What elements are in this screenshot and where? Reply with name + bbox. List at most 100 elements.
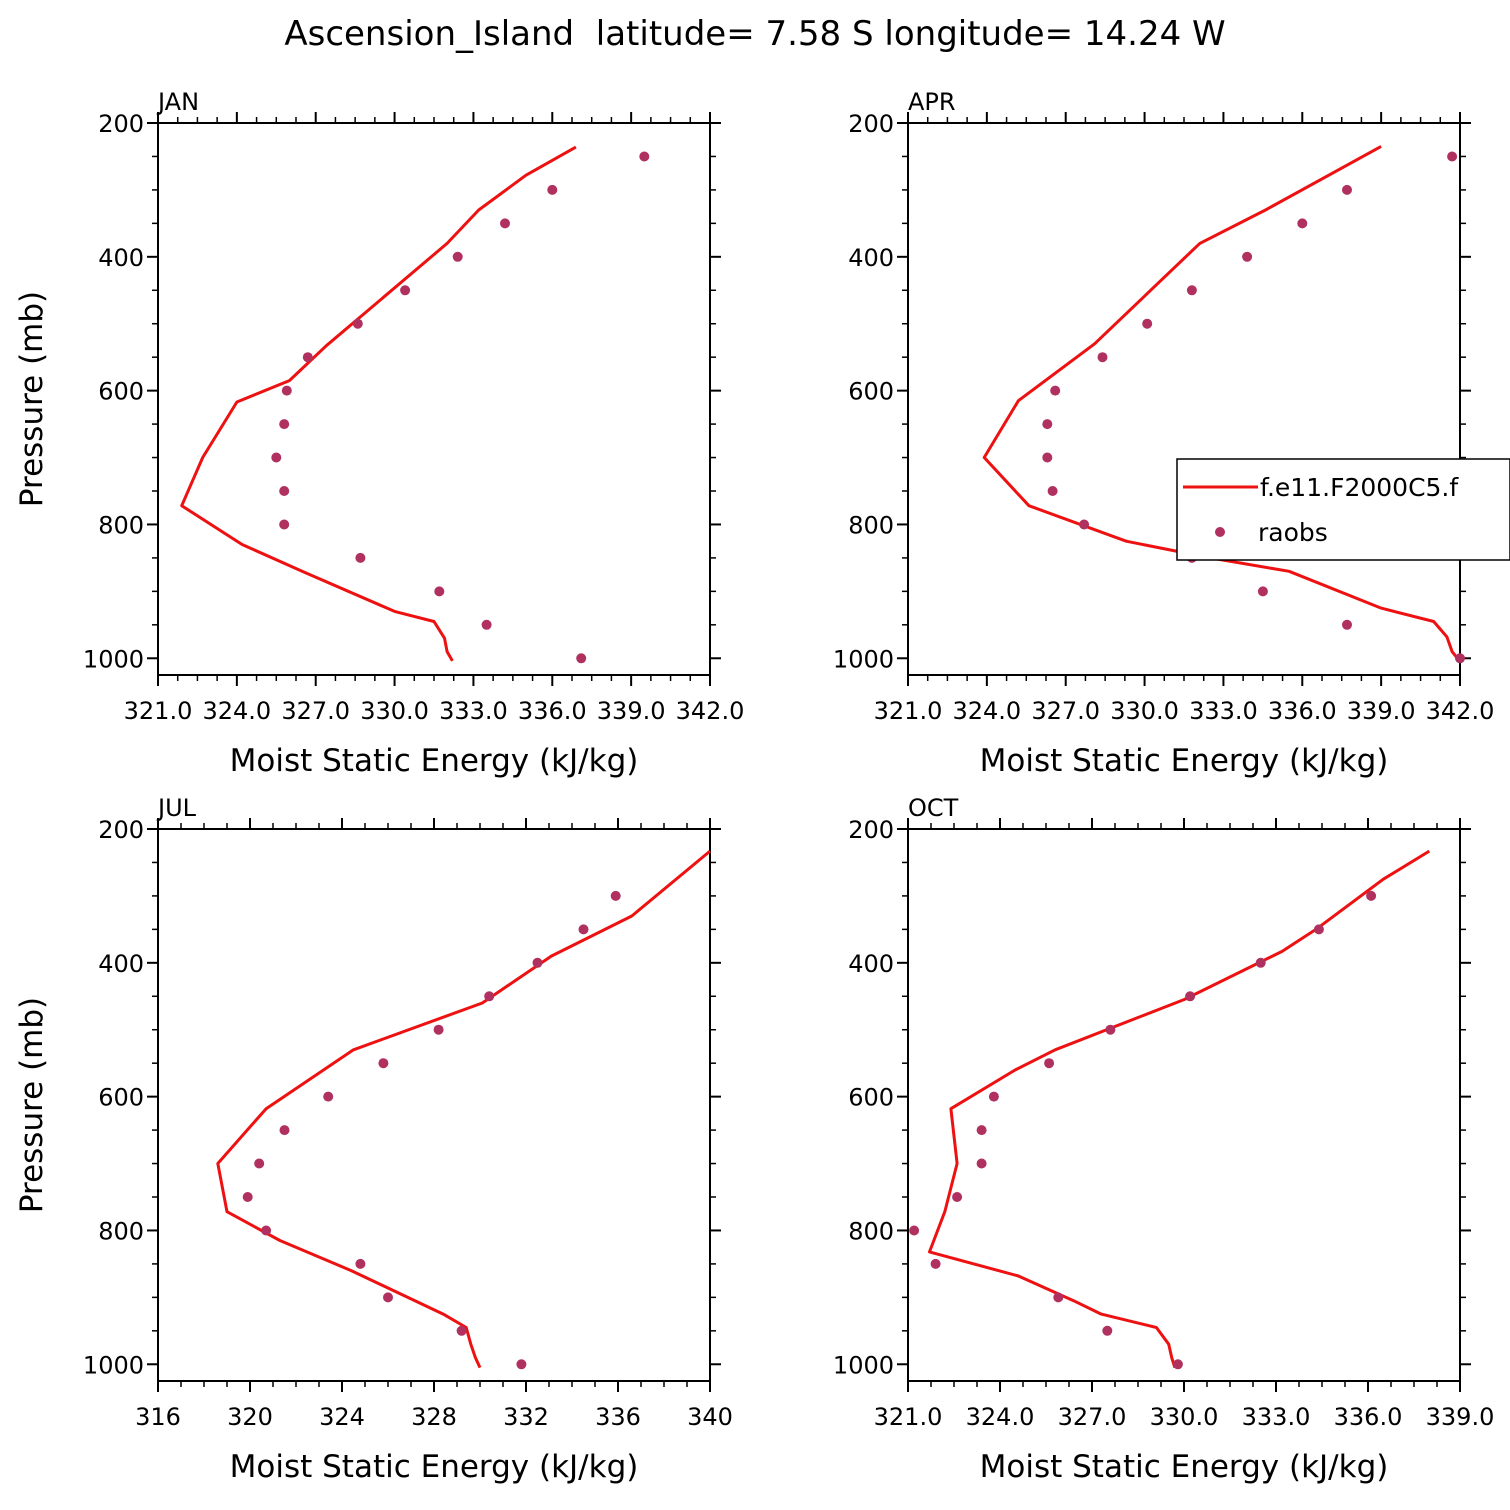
- obs-point: [1297, 218, 1308, 229]
- obs-point: [1313, 924, 1324, 935]
- x-tick-label: 320: [227, 1403, 273, 1431]
- y-tick-label: 200: [848, 110, 894, 138]
- figure-title: Ascension_Island latitude= 7.58 S longit…: [284, 14, 1225, 54]
- obs-point: [976, 1158, 987, 1169]
- obs-point: [378, 1058, 389, 1069]
- obs-point: [433, 1024, 444, 1035]
- obs-point: [547, 184, 558, 195]
- obs-point: [988, 1091, 999, 1102]
- plot-frame: [907, 122, 1461, 676]
- panel-title: APR: [908, 88, 956, 116]
- obs-point: [400, 285, 411, 296]
- x-tick-label: 324.0: [202, 697, 271, 725]
- y-tick-label: 200: [98, 816, 144, 844]
- y-tick-label: 400: [848, 950, 894, 978]
- obs-point: [1342, 619, 1352, 630]
- obs-point: [1342, 184, 1352, 195]
- plot-frame: [907, 828, 1461, 1382]
- y-tick-label: 800: [848, 511, 894, 539]
- series-line-model: [180, 145, 577, 662]
- obs-point: [1053, 1292, 1064, 1303]
- x-tick-label: 327.0: [1031, 697, 1100, 725]
- y-tick-label: 1000: [83, 645, 144, 673]
- obs-point: [1042, 419, 1053, 430]
- x-tick-label: 336: [595, 1403, 641, 1431]
- y-axis-label: Pressure (mb): [14, 291, 50, 507]
- x-tick-label: 327.0: [1058, 1403, 1127, 1431]
- obs-point: [456, 1325, 467, 1336]
- x-axis-label: Moist Static Energy (kJ/kg): [230, 743, 639, 779]
- obs-point: [1105, 1024, 1116, 1035]
- obs-point: [1366, 890, 1377, 901]
- obs-point: [1447, 151, 1458, 162]
- obs-point: [1185, 991, 1196, 1002]
- panel-title: OCT: [908, 794, 959, 822]
- obs-point: [254, 1158, 265, 1169]
- x-tick-label: 330.0: [360, 697, 429, 725]
- series-line-model: [216, 849, 711, 1369]
- x-axis-label: Moist Static Energy (kJ/kg): [980, 743, 1389, 779]
- obs-point: [930, 1258, 941, 1269]
- panel-title: JAN: [156, 88, 199, 116]
- x-tick-label: 321.0: [874, 697, 943, 725]
- obs-point: [578, 924, 589, 935]
- obs-point: [516, 1359, 527, 1370]
- obs-point: [1042, 452, 1053, 463]
- y-tick-label: 400: [848, 244, 894, 272]
- obs-point: [1142, 318, 1153, 329]
- obs-point: [355, 552, 366, 563]
- y-tick-label: 600: [98, 378, 144, 406]
- y-tick-label: 600: [848, 1084, 894, 1112]
- obs-point: [1079, 519, 1090, 530]
- x-tick-label: 339.0: [1426, 1403, 1495, 1431]
- obs-point: [355, 1258, 366, 1269]
- panel-oct: 321.0 324.0 327.0 330.0 333.0 336.0 339.0 200 40…: [833, 794, 1494, 1485]
- x-tick-label: 332: [503, 1403, 549, 1431]
- y-tick-label: 1000: [833, 645, 894, 673]
- obs-point: [242, 1192, 253, 1202]
- x-tick-label: 316: [135, 1403, 181, 1431]
- y-tick-label: 400: [98, 950, 144, 978]
- x-tick-label: 330.0: [1110, 697, 1179, 725]
- obs-point: [1242, 251, 1253, 262]
- x-tick-label: 336.0: [1268, 697, 1337, 725]
- obs-point: [271, 452, 282, 463]
- obs-point: [352, 318, 363, 329]
- x-tick-label: 328: [411, 1403, 457, 1431]
- obs-point: [279, 519, 290, 530]
- obs-point: [976, 1125, 987, 1136]
- obs-point: [610, 890, 621, 901]
- obs-point: [484, 991, 495, 1002]
- y-tick-label: 400: [98, 244, 144, 272]
- x-tick-label: 333.0: [439, 697, 508, 725]
- obs-point: [576, 653, 587, 664]
- legend: f.e11.F2000C5.f raobs: [1176, 458, 1510, 561]
- y-tick-label: 800: [848, 1217, 894, 1245]
- obs-point: [452, 251, 463, 262]
- obs-point: [261, 1225, 272, 1236]
- x-axis-label: Moist Static Energy (kJ/kg): [980, 1449, 1389, 1485]
- y-tick-label: 800: [98, 511, 144, 539]
- panel-jul: 316 320 324 328 332 336 340 200 400 600 800 1000 JUL…: [14, 794, 733, 1485]
- x-tick-label: 339.0: [597, 697, 666, 725]
- y-tick-label: 200: [98, 110, 144, 138]
- obs-point: [323, 1091, 334, 1102]
- obs-point: [1186, 285, 1197, 296]
- obs-point: [481, 619, 492, 630]
- x-tick-label: 321.0: [124, 697, 193, 725]
- x-axis-label: Moist Static Energy (kJ/kg): [230, 1449, 639, 1485]
- x-tick-label: 321.0: [874, 1403, 943, 1431]
- x-tick-label: 324: [319, 1403, 365, 1431]
- obs-point: [434, 586, 445, 597]
- y-tick-label: 200: [848, 816, 894, 844]
- obs-point: [1257, 586, 1268, 597]
- panel-jan: 321.0 324.0 327.0 330.0 333.0 336.0 339.0 342.0…: [14, 88, 744, 779]
- obs-point: [532, 957, 543, 968]
- y-tick-label: 1000: [83, 1351, 144, 1379]
- obs-point: [383, 1292, 393, 1303]
- obs-point: [1102, 1325, 1113, 1336]
- plot-frame: [157, 828, 711, 1382]
- obs-point: [500, 218, 510, 229]
- x-tick-label: 327.0: [281, 697, 350, 725]
- series-line-model: [982, 145, 1462, 663]
